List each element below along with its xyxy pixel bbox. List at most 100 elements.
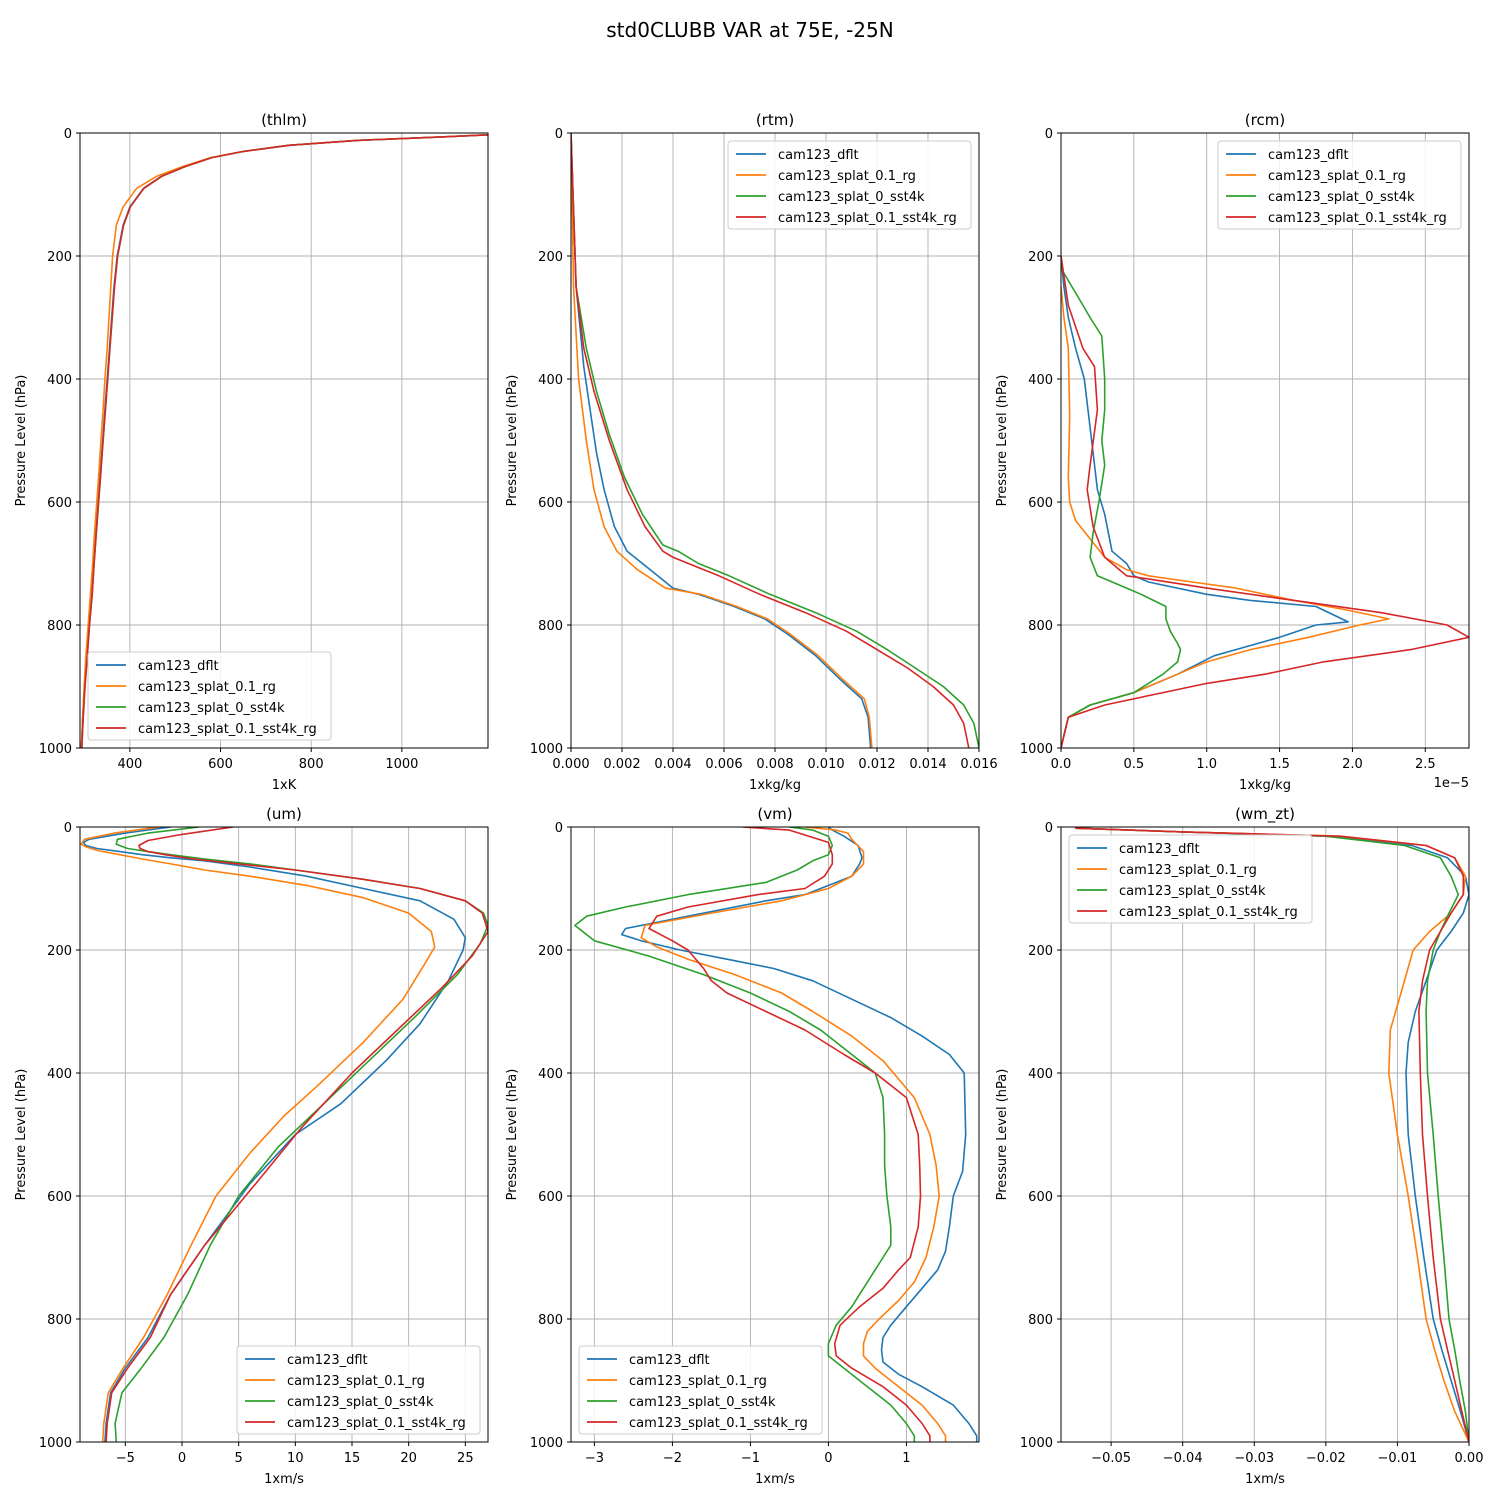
y-tick-label: 600 xyxy=(538,1190,563,1205)
legend-entry: cam123_dflt xyxy=(1119,842,1200,857)
y-tick-label: 0 xyxy=(555,821,563,836)
y-tick-label: 0 xyxy=(555,127,563,142)
y-tick-label: 600 xyxy=(538,496,563,511)
series-line-cam123_splat_0.1_sst4k_rg xyxy=(105,827,488,1442)
y-axis-label: Pressure Level (hPa) xyxy=(505,375,520,507)
x-tick-label: 2.0 xyxy=(1342,757,1363,772)
y-tick-label: 800 xyxy=(47,619,72,634)
y-tick-label: 200 xyxy=(538,944,563,959)
x-tick-label: 1.5 xyxy=(1269,757,1290,772)
x-tick-label: 1000 xyxy=(385,757,418,772)
y-tick-label: 600 xyxy=(47,1190,72,1205)
x-axis-label: 1xkg/kg xyxy=(749,778,801,793)
x-tick-label: 0.012 xyxy=(858,757,895,772)
x-tick-label: −0.04 xyxy=(1163,1451,1203,1466)
legend-entry: cam123_splat_0.1_rg xyxy=(778,169,916,184)
x-tick-label: 0.006 xyxy=(705,757,742,772)
y-tick-label: 400 xyxy=(1028,1067,1053,1082)
y-tick-label: 1000 xyxy=(39,742,72,757)
y-tick-label: 800 xyxy=(47,1313,72,1328)
y-tick-label: 200 xyxy=(47,944,72,959)
x-tick-label: 20 xyxy=(400,1451,417,1466)
y-axis-label: Pressure Level (hPa) xyxy=(14,375,29,507)
legend-entry: cam123_splat_0_sst4k xyxy=(1119,884,1266,899)
x-tick-label: 0.002 xyxy=(603,757,640,772)
y-tick-label: 200 xyxy=(1028,250,1053,265)
y-tick-label: 400 xyxy=(1028,373,1053,388)
legend: cam123_dflt cam123_splat_0.1_rg cam123_spl… xyxy=(578,1345,823,1435)
y-tick-label: 400 xyxy=(47,1067,72,1082)
series-line-cam123_splat_0.1_sst4k_rg xyxy=(648,827,931,1442)
legend-entry: cam123_dflt xyxy=(778,148,859,163)
y-tick-label: 0 xyxy=(1045,127,1053,142)
x-tick-label: 1 xyxy=(902,1451,910,1466)
x-tick-label: 0 xyxy=(824,1451,832,1466)
y-tick-label: 1000 xyxy=(1020,1436,1053,1451)
legend-entry: cam123_splat_0.1_sst4k_rg xyxy=(138,722,317,737)
x-tick-label: 15 xyxy=(344,1451,361,1466)
x-tick-label: 400 xyxy=(117,757,142,772)
legend-box xyxy=(578,1345,823,1435)
series-line-cam123_splat_0_sst4k xyxy=(1075,827,1469,1442)
x-offset-label: 1e−5 xyxy=(1434,776,1469,791)
y-tick-label: 800 xyxy=(538,1313,563,1328)
panel-0: 400 600 800 1000 0 200 400 600 800 1000 (thlm) 1xK P… xyxy=(14,111,489,793)
legend-entry: cam123_splat_0.1_sst4k_rg xyxy=(778,211,957,226)
legend: cam123_dflt cam123_splat_0.1_rg cam123_spl… xyxy=(87,651,332,741)
y-tick-label: 1000 xyxy=(530,742,563,757)
x-tick-label: 0.016 xyxy=(960,757,997,772)
y-tick-label: 1000 xyxy=(530,1436,563,1451)
y-tick-label: 0 xyxy=(64,821,72,836)
legend-entry: cam123_splat_0_sst4k xyxy=(1268,190,1415,205)
legend-entry: cam123_splat_0.1_rg xyxy=(1119,863,1257,878)
x-axis-label: 1xm/s xyxy=(264,1472,304,1487)
series-line-cam123_splat_0.1_sst4k_rg xyxy=(81,134,488,748)
panel-5: −0.05 −0.04 −0.03 −0.02 −0.01 0.00 0 200 400 600 8… xyxy=(995,805,1483,1487)
y-axis-label: Pressure Level (hPa) xyxy=(995,375,1010,507)
y-tick-label: 400 xyxy=(538,1067,563,1082)
x-tick-label: −2 xyxy=(663,1451,682,1466)
x-tick-label: 2.5 xyxy=(1415,757,1436,772)
x-tick-label: −0.01 xyxy=(1377,1451,1417,1466)
legend-box xyxy=(87,651,332,741)
panels: 400 600 800 100002004006008001000(thlm)1xKP… xyxy=(14,111,1483,1487)
plot-frame xyxy=(79,132,489,749)
x-tick-label: 0.0 xyxy=(1051,757,1072,772)
legend-entry: cam123_splat_0_sst4k xyxy=(287,1395,434,1410)
y-tick-label: 200 xyxy=(47,250,72,265)
legend-entry: cam123_splat_0.1_rg xyxy=(138,680,276,695)
x-tick-label: 1.0 xyxy=(1196,757,1217,772)
plot-frame xyxy=(570,826,980,1443)
panel-title: (rtm) xyxy=(756,111,794,129)
x-tick-label: 0.010 xyxy=(807,757,844,772)
x-axis-label: 1xm/s xyxy=(1245,1472,1285,1487)
panel-title: (wm_zt) xyxy=(1235,805,1295,824)
x-tick-label: 10 xyxy=(287,1451,304,1466)
x-tick-label: 0.014 xyxy=(909,757,946,772)
legend-box xyxy=(236,1345,481,1435)
legend: cam123_dflt cam123_splat_0.1_rg cam123_spl… xyxy=(1217,140,1462,230)
y-tick-label: 200 xyxy=(538,250,563,265)
panel-title: (thlm) xyxy=(261,111,307,129)
series-line-cam123_splat_0.1_rg xyxy=(80,827,436,1442)
legend-entry: cam123_splat_0_sst4k xyxy=(138,701,285,716)
series-line-cam123_splat_0_sst4k xyxy=(114,827,488,1442)
panel-1: 0.000 0.002 0.004 0.006 0.008 0.010 0.012 0.014… xyxy=(505,111,998,793)
panel-title: (vm) xyxy=(757,805,792,823)
panel-4: −3 −2 −1 0 1 0 200 400 600 800 1000 (vm) 1xm/s Pressu… xyxy=(505,805,980,1487)
series-line-cam123_splat_0_sst4k xyxy=(571,133,979,748)
x-tick-label: −3 xyxy=(585,1451,604,1466)
y-tick-label: 400 xyxy=(47,373,72,388)
x-tick-label: 0 xyxy=(178,1451,186,1466)
x-tick-label: 800 xyxy=(299,757,324,772)
y-tick-label: 200 xyxy=(1028,944,1053,959)
y-tick-label: 1000 xyxy=(1020,742,1053,757)
x-tick-label: 5 xyxy=(235,1451,243,1466)
figure-title: std0CLUBB VAR at 75E, -25N xyxy=(606,18,893,42)
y-tick-label: 800 xyxy=(538,619,563,634)
y-axis-label: Pressure Level (hPa) xyxy=(505,1069,520,1201)
legend-entry: cam123_splat_0.1_rg xyxy=(1268,169,1406,184)
plot-frame xyxy=(79,826,489,1443)
x-tick-label: 0.00 xyxy=(1455,1451,1484,1466)
x-axis-label: 1xm/s xyxy=(755,1472,795,1487)
